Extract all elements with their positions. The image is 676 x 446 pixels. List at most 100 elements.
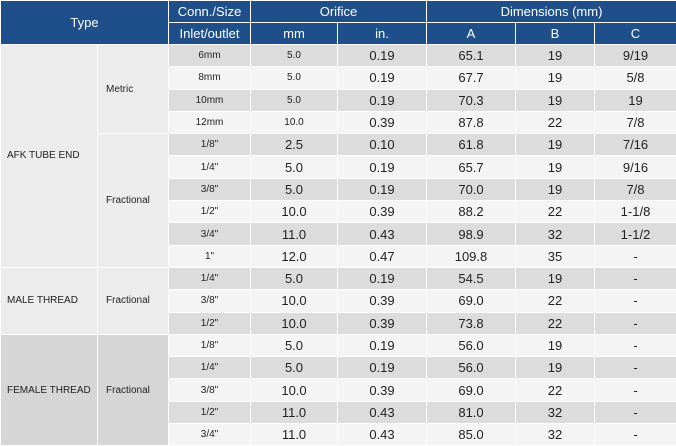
subgroup-label: Fractional [98,267,169,334]
cell: 7/8 [595,111,676,133]
cell: 19 [516,267,595,289]
cell: 1/4" [169,357,251,379]
cell: 1" [169,245,251,267]
cell: 9/19 [595,45,676,67]
cell: 0.10 [338,134,427,156]
cell: 65.1 [427,45,516,67]
cell: 19 [516,334,595,356]
cell: 1/2" [169,312,251,334]
cell: 5.0 [251,357,338,379]
cell: - [595,245,676,267]
cell: 3/4" [169,424,251,446]
cell: 10.0 [251,379,338,401]
cell: 19 [595,89,676,111]
group-label: FEMALE THREAD [1,334,98,445]
cell: - [595,379,676,401]
cell: 1/2" [169,201,251,223]
cell: 10mm [169,89,251,111]
cell: 9/16 [595,156,676,178]
cell: 0.19 [338,267,427,289]
cell: 0.19 [338,357,427,379]
header-cell: A [427,23,516,45]
cell: 1-1/8 [595,201,676,223]
cell: 19 [516,45,595,67]
cell: - [595,401,676,423]
cell: 22 [516,111,595,133]
cell: 19 [516,178,595,200]
cell: 3/8" [169,178,251,200]
cell: 1/4" [169,156,251,178]
cell: 32 [516,401,595,423]
cell: 88.2 [427,201,516,223]
cell: 10.0 [251,290,338,312]
cell: 7/8 [595,178,676,200]
cell: 70.3 [427,89,516,111]
cell: 56.0 [427,357,516,379]
cell: 6mm [169,45,251,67]
cell: 0.19 [338,178,427,200]
cell: 70.0 [427,178,516,200]
cell: - [595,267,676,289]
cell: 98.9 [427,223,516,245]
cell: 2.5 [251,134,338,156]
cell: 0.39 [338,111,427,133]
cell: - [595,424,676,446]
cell: 109.8 [427,245,516,267]
cell: 0.39 [338,290,427,312]
subgroup-label: Metric [98,45,169,134]
cell: 19 [516,89,595,111]
cell: 12.0 [251,245,338,267]
cell: 32 [516,223,595,245]
cell: 19 [516,357,595,379]
cell: 0.39 [338,201,427,223]
cell: 32 [516,424,595,446]
cell: 61.8 [427,134,516,156]
cell: 87.8 [427,111,516,133]
table-header: Type Conn./Size Orifice Dimensions (mm) … [1,1,676,45]
cell: 11.0 [251,424,338,446]
cell: 0.47 [338,245,427,267]
cell: 5.0 [251,67,338,89]
cell: 10.0 [251,201,338,223]
cell: - [595,357,676,379]
cell: 54.5 [427,267,516,289]
cell: 0.43 [338,401,427,423]
cell: 35 [516,245,595,267]
group-label: MALE THREAD [1,267,98,334]
cell: 1/2" [169,401,251,423]
cell: 3/8" [169,290,251,312]
cell: 11.0 [251,401,338,423]
subgroup-label: Fractional [98,334,169,445]
header-cell: Conn./Size [169,1,251,23]
cell: 1/4" [169,267,251,289]
cell: 67.7 [427,67,516,89]
cell: 3/8" [169,379,251,401]
cell: 69.0 [427,379,516,401]
cell: 0.19 [338,67,427,89]
cell: 10.0 [251,111,338,133]
cell: 56.0 [427,334,516,356]
cell: 0.19 [338,156,427,178]
cell: 5.0 [251,267,338,289]
cell: 69.0 [427,290,516,312]
cell: 3/4" [169,223,251,245]
cell: 5.0 [251,156,338,178]
cell: 11.0 [251,223,338,245]
cell: 0.19 [338,89,427,111]
cell: 22 [516,290,595,312]
cell: - [595,312,676,334]
cell: 81.0 [427,401,516,423]
header-cell: Dimensions (mm) [427,1,676,23]
cell: 85.0 [427,424,516,446]
cell: - [595,334,676,356]
cell: 0.43 [338,424,427,446]
cell: 22 [516,312,595,334]
cell: 73.8 [427,312,516,334]
cell: 0.19 [338,334,427,356]
group-label: AFK TUBE END [1,45,98,268]
header-cell: Orifice [251,1,427,23]
